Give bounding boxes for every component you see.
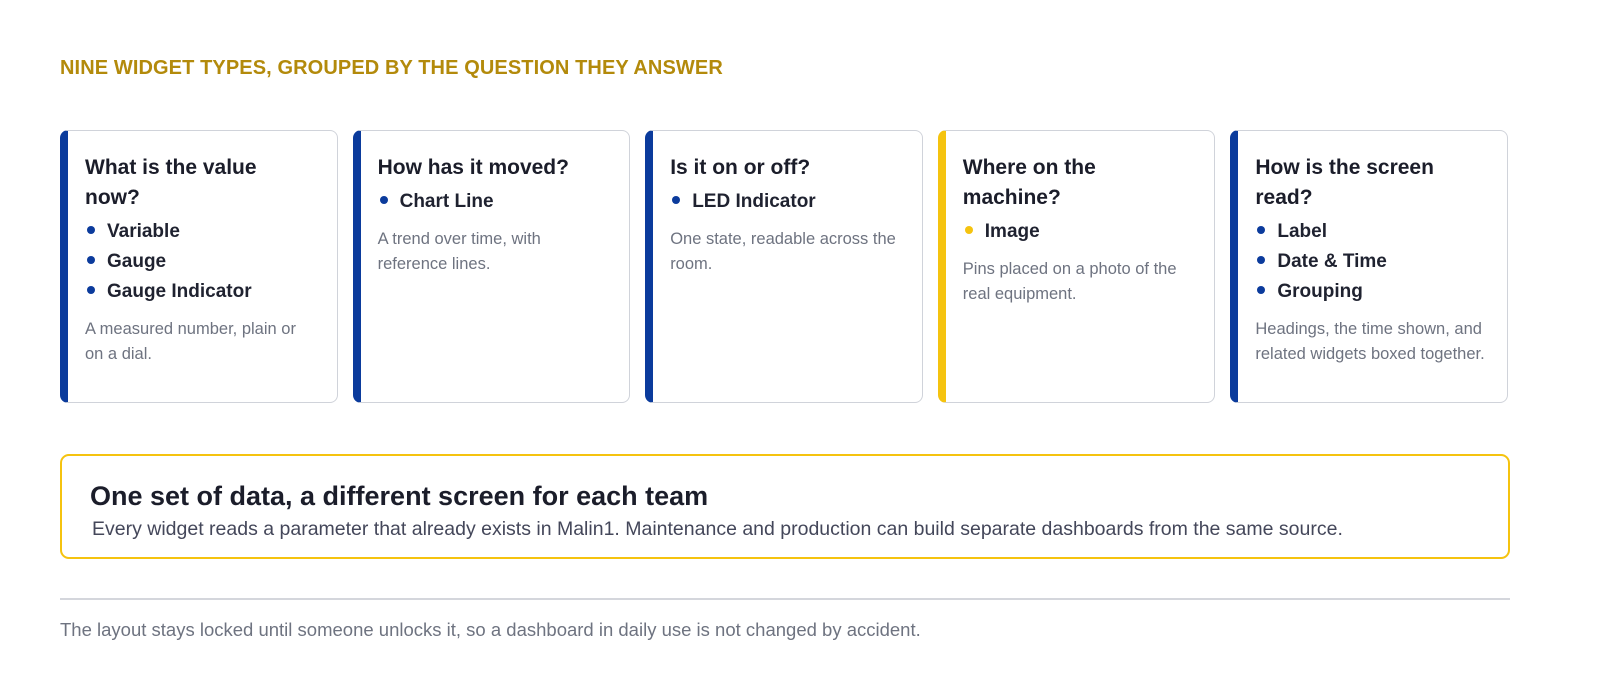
widget-card: Where on the machine? Image Pins placed on… (937, 130, 1216, 403)
bullet (1257, 226, 1266, 234)
card-question: What is the value now? (85, 156, 257, 209)
card-question: How has it moved? (377, 156, 569, 179)
card-description: One state, readable across the room. (670, 230, 896, 273)
card-question: How is the screen read? (1255, 156, 1434, 209)
bullet (87, 286, 95, 294)
widget-card: How has it moved? Chart Line A trend over … (352, 130, 631, 403)
card-description: Headings, the time shown, and related wi… (1255, 320, 1485, 363)
footer-note: The layout stays locked until someone un… (60, 619, 921, 640)
card-description: Pins placed on a photo of the real equip… (962, 260, 1177, 303)
widget-item: Label (1255, 217, 1487, 247)
bullet (87, 226, 95, 234)
bullet (1257, 256, 1266, 264)
bullet (672, 196, 681, 204)
bullet (87, 256, 95, 264)
widget-item: LED Indicator (670, 187, 902, 217)
widget-item: Date & Time (1255, 247, 1487, 277)
callout: One set of data, a different screen for … (60, 454, 1510, 559)
widget-item: Chart Line (378, 187, 610, 217)
widget-item: Image (963, 217, 1195, 247)
widget-item: Gauge (85, 247, 317, 277)
widget-card: How is the screen read? Label Date & Time G… (1230, 130, 1508, 403)
widget-item: Variable (85, 217, 317, 247)
card-row: What is the value now? Variable Gauge Gauge… (60, 130, 1508, 403)
card-question: Where on the machine? (962, 156, 1096, 209)
card-question: Is it on or off? (670, 156, 811, 179)
callout-text: Every widget reads a parameter that alre… (92, 518, 1343, 540)
widget-item: Gauge Indicator (85, 277, 317, 307)
callout-title: One set of data, a different screen for … (90, 481, 709, 511)
widget-item: Grouping (1255, 277, 1487, 307)
divider (60, 598, 1510, 600)
widget-card: Is it on or off? LED Indicator One state, … (645, 130, 923, 403)
bullet (379, 196, 388, 204)
widget-card: What is the value now? Variable Gauge Gauge… (60, 130, 338, 403)
section-title: NINE WIDGET TYPES, GROUPED BY THE QUESTI… (60, 57, 723, 79)
card-description: A trend over time, with reference lines. (377, 230, 541, 273)
bullet (1257, 286, 1266, 294)
card-description: A measured number, plain or on a dial. (85, 320, 296, 363)
bullet (964, 226, 973, 234)
